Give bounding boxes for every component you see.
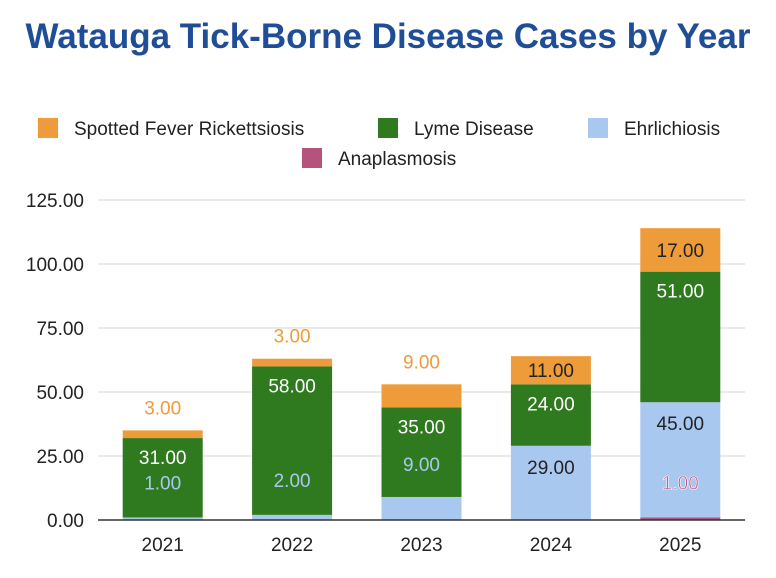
x-tick-label: 2022	[271, 535, 313, 556]
y-tick-label: 75.00	[36, 319, 84, 340]
bars	[122, 228, 721, 520]
y-tick-label: 0.00	[47, 511, 84, 532]
chart-title: Watauga Tick-Borne Disease Cases by Year	[25, 17, 751, 56]
bar-ehrlichiosis-2022	[252, 514, 333, 520]
data-labels: 1.00 31.00 3.00 2.00 58.00 3.00 9.00 35.00 9.00 2…	[139, 241, 704, 495]
legend-label: Ehrlichiosis	[624, 119, 720, 140]
data-label-ehrlichiosis-2022: 2.00	[274, 471, 311, 492]
x-axis: 2021 2022 2023 2024 2025	[98, 519, 745, 556]
bar-ehrlichiosis-2023	[381, 496, 462, 520]
y-tick-label: 125.00	[26, 191, 84, 212]
bar-ehrlichiosis-2025	[640, 402, 721, 518]
x-tick-label: 2024	[530, 535, 573, 556]
bar-lyme-disease-2022	[252, 366, 333, 515]
legend-item-spotted-fever-rickettsiosis: Spotted Fever Rickettsiosis	[38, 118, 304, 140]
legend-label: Spotted Fever Rickettsiosis	[74, 119, 304, 140]
y-axis: 0.00 25.00 50.00 75.00 100.00 125.00	[26, 191, 84, 532]
data-label-spotted-fever-rickettsiosis-2023: 9.00	[403, 352, 440, 373]
x-tick-label: 2025	[659, 535, 701, 556]
legend-swatch	[302, 148, 322, 168]
data-label-spotted-fever-rickettsiosis-2021: 3.00	[144, 398, 181, 419]
data-label-spotted-fever-rickettsiosis-2025: 17.00	[657, 241, 705, 262]
bar-lyme-disease-2024	[510, 384, 591, 446]
legend-label: Lyme Disease	[414, 119, 534, 140]
data-label-anaplasmosis-2025: 1.00	[662, 473, 699, 494]
bar-lyme-disease-2023	[381, 407, 462, 497]
bar-ehrlichiosis-2024	[510, 445, 591, 520]
data-label-spotted-fever-rickettsiosis-2024: 11.00	[528, 361, 574, 382]
bar-lyme-disease-2025	[640, 271, 721, 403]
y-tick-label: 50.00	[36, 383, 84, 404]
data-label-lyme-disease-2023: 35.00	[398, 417, 446, 438]
legend-item-lyme-disease: Lyme Disease	[378, 118, 534, 140]
legend-swatch	[378, 118, 398, 138]
bar-lyme-disease-2021	[122, 438, 203, 518]
bar-spotted-fever-rickettsiosis-2022	[252, 358, 333, 367]
data-label-lyme-disease-2022: 58.00	[268, 376, 316, 397]
bar-ehrlichiosis-2021	[122, 517, 203, 520]
bar-spotted-fever-rickettsiosis-2024	[510, 356, 591, 385]
data-label-lyme-disease-2024: 24.00	[527, 394, 575, 415]
data-label-lyme-disease-2021: 31.00	[139, 448, 187, 469]
legend-swatch	[38, 118, 58, 138]
legend-swatch	[588, 118, 608, 138]
x-tick-label: 2021	[142, 535, 184, 556]
data-label-ehrlichiosis-2025: 45.00	[657, 414, 705, 435]
legend-item-anaplasmosis: Anaplasmosis	[302, 148, 456, 170]
data-label-ehrlichiosis-2021: 1.00	[144, 473, 181, 494]
y-tick-label: 25.00	[36, 447, 84, 468]
bar-anaplasmosis-2025	[640, 517, 721, 520]
data-label-spotted-fever-rickettsiosis-2022: 3.00	[274, 327, 311, 348]
data-label-ehrlichiosis-2024: 29.00	[527, 458, 575, 479]
legend-label: Anaplasmosis	[338, 149, 456, 170]
y-tick-label: 100.00	[26, 255, 84, 276]
bar-spotted-fever-rickettsiosis-2023	[381, 384, 462, 408]
x-tick-label: 2023	[400, 535, 442, 556]
legend-item-ehrlichiosis: Ehrlichiosis	[588, 118, 720, 140]
data-label-ehrlichiosis-2023: 9.00	[403, 455, 440, 476]
bar-spotted-fever-rickettsiosis-2021	[122, 430, 203, 439]
bar-spotted-fever-rickettsiosis-2025	[640, 228, 721, 272]
data-label-lyme-disease-2025: 51.00	[657, 282, 705, 303]
legend: Spotted Fever Rickettsiosis Lyme Disease E…	[38, 118, 720, 170]
